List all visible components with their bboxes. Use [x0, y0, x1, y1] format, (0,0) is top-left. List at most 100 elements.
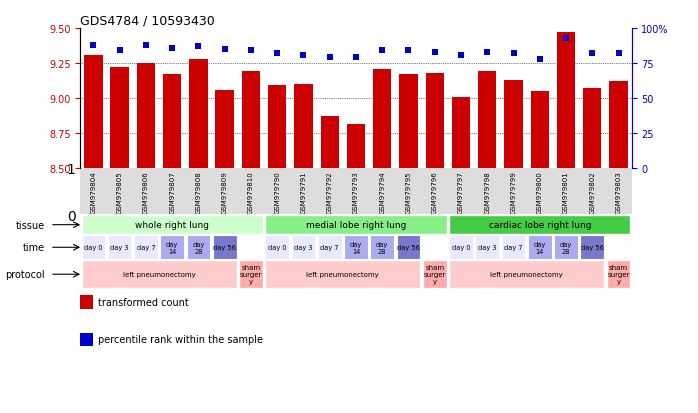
Bar: [110, 68, 129, 169]
Bar: [320, 117, 339, 169]
Point: [587, 51, 598, 57]
Bar: [452, 97, 470, 169]
Text: day 0: day 0: [268, 244, 286, 251]
Point: [193, 44, 204, 50]
Point: [482, 49, 493, 56]
Text: protocol: protocol: [5, 270, 45, 280]
Bar: [82, 236, 105, 259]
Text: GSM979803: GSM979803: [616, 171, 621, 214]
Text: time: time: [22, 243, 45, 253]
Text: day 7: day 7: [137, 244, 155, 251]
Text: left pneumonectomy: left pneumonectomy: [306, 272, 379, 278]
Bar: [82, 215, 262, 235]
Text: GSM979805: GSM979805: [117, 171, 123, 213]
Text: transformed count: transformed count: [98, 297, 188, 307]
Text: sham
surger
y: sham surger y: [424, 265, 446, 285]
Bar: [450, 261, 604, 289]
Text: day
28: day 28: [376, 241, 388, 254]
Bar: [213, 236, 237, 259]
Bar: [478, 72, 496, 169]
Point: [377, 48, 388, 55]
Bar: [265, 215, 447, 235]
Bar: [373, 69, 392, 169]
Text: GSM979797: GSM979797: [458, 171, 464, 214]
Text: tissue: tissue: [15, 220, 45, 230]
Bar: [344, 236, 368, 259]
Text: GSM979799: GSM979799: [510, 171, 517, 214]
Bar: [292, 236, 315, 259]
Bar: [347, 125, 365, 169]
Text: GSM979804: GSM979804: [91, 171, 96, 213]
Point: [298, 52, 309, 59]
Point: [114, 48, 125, 55]
Text: day 56: day 56: [397, 244, 420, 251]
Point: [167, 45, 178, 52]
Bar: [268, 86, 286, 169]
Text: day
14: day 14: [350, 241, 362, 254]
Text: day 7: day 7: [504, 244, 523, 251]
Point: [560, 36, 572, 42]
Text: GSM979798: GSM979798: [484, 171, 490, 214]
Text: GSM979796: GSM979796: [432, 171, 438, 214]
Bar: [134, 236, 158, 259]
Bar: [242, 72, 260, 169]
Bar: [423, 261, 447, 289]
Text: day
14: day 14: [534, 241, 546, 254]
Bar: [475, 236, 499, 259]
Bar: [265, 261, 420, 289]
Text: left pneumonectomy: left pneumonectomy: [490, 272, 563, 278]
Bar: [583, 89, 602, 169]
Text: left pneumonectomy: left pneumonectomy: [123, 272, 195, 278]
Bar: [161, 236, 184, 259]
Bar: [82, 261, 237, 289]
Text: GSM979794: GSM979794: [379, 171, 385, 213]
Bar: [216, 90, 234, 169]
Bar: [84, 55, 103, 169]
Point: [324, 55, 335, 62]
Text: percentile rank within the sample: percentile rank within the sample: [98, 335, 262, 344]
Bar: [318, 236, 341, 259]
Text: GSM979795: GSM979795: [406, 171, 412, 213]
Bar: [189, 59, 207, 169]
Text: day
28: day 28: [193, 241, 205, 254]
Bar: [505, 81, 523, 169]
Bar: [137, 64, 155, 169]
Bar: [371, 236, 394, 259]
Bar: [581, 236, 604, 259]
Text: day
14: day 14: [166, 241, 178, 254]
Point: [429, 49, 440, 56]
Point: [455, 52, 466, 59]
Text: GSM979802: GSM979802: [589, 171, 595, 213]
Bar: [450, 215, 630, 235]
Text: day 0: day 0: [84, 244, 103, 251]
Point: [219, 47, 230, 53]
Text: day 7: day 7: [320, 244, 339, 251]
Text: GDS4784 / 10593430: GDS4784 / 10593430: [80, 15, 215, 28]
Text: sham
surger
y: sham surger y: [239, 265, 262, 285]
Text: GSM979806: GSM979806: [143, 171, 149, 214]
Bar: [239, 261, 262, 289]
Bar: [450, 236, 473, 259]
Point: [534, 56, 545, 63]
Bar: [163, 75, 181, 169]
Bar: [186, 236, 210, 259]
Text: GSM979800: GSM979800: [537, 171, 543, 214]
Text: GSM979790: GSM979790: [274, 171, 280, 214]
Bar: [530, 92, 549, 169]
Point: [508, 51, 519, 57]
Point: [613, 51, 624, 57]
Bar: [426, 74, 444, 169]
Text: GSM979807: GSM979807: [169, 171, 175, 214]
Text: GSM979810: GSM979810: [248, 171, 254, 214]
Bar: [502, 236, 526, 259]
Text: day 56: day 56: [581, 244, 604, 251]
Bar: [108, 236, 131, 259]
Text: whole right lung: whole right lung: [135, 221, 209, 230]
Bar: [554, 236, 578, 259]
Text: day 3: day 3: [110, 244, 129, 251]
Point: [403, 48, 414, 55]
Text: day
28: day 28: [560, 241, 572, 254]
Bar: [265, 236, 289, 259]
Text: GSM979791: GSM979791: [300, 171, 306, 214]
Text: GSM979809: GSM979809: [222, 171, 228, 214]
